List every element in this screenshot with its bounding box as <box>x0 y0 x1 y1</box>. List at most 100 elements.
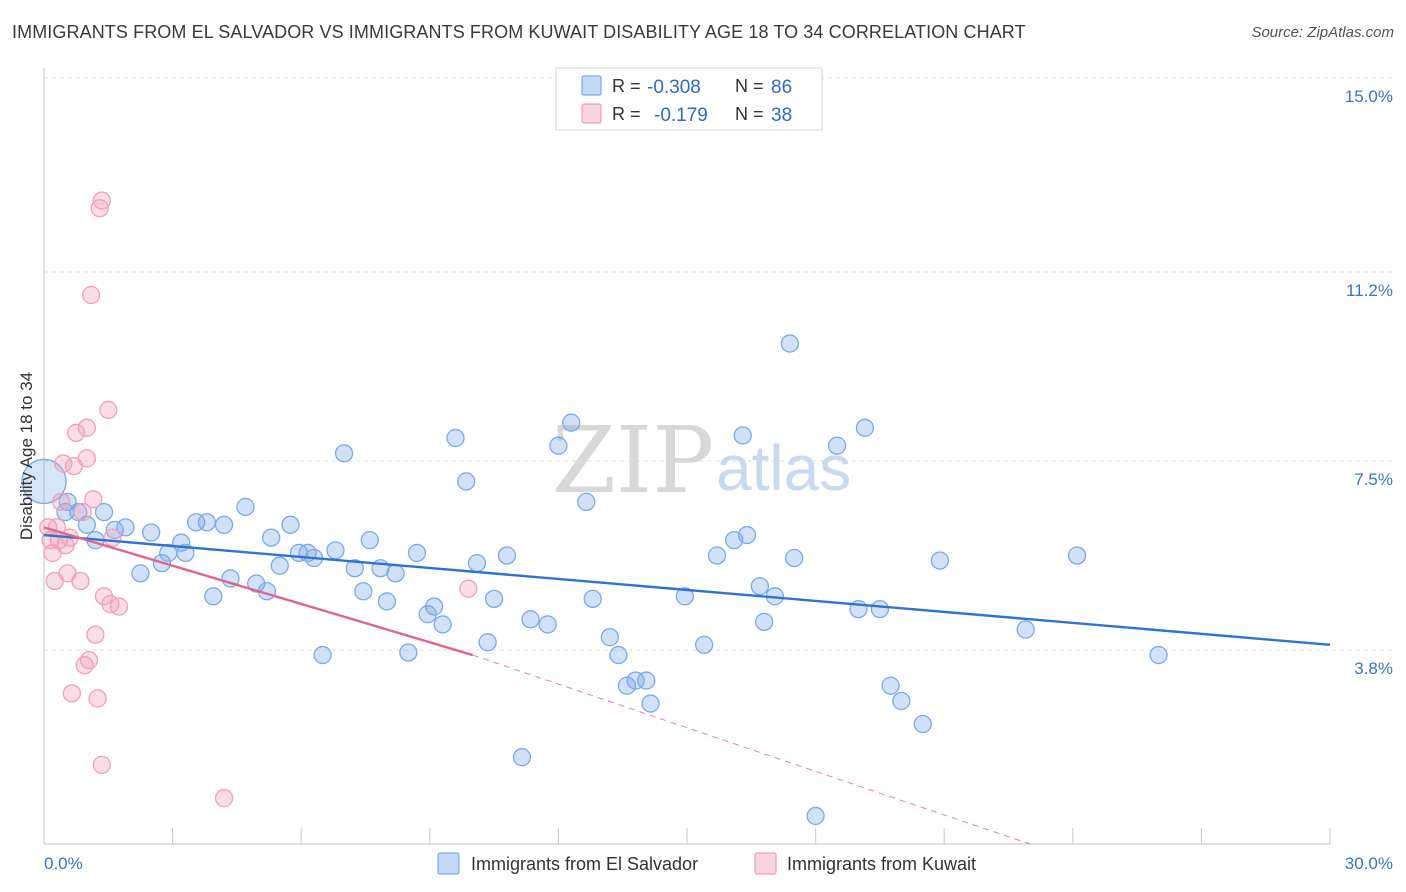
data-point-el-salvador <box>345 559 364 578</box>
x-tick-label-min: 0.0% <box>44 854 83 873</box>
data-point-el-salvador <box>626 671 645 690</box>
data-point-el-salvador <box>870 599 890 619</box>
data-point-el-salvador <box>1016 620 1035 639</box>
stats-r-value-kuwait: -0.179 <box>654 105 708 126</box>
data-point-kuwait <box>51 492 71 512</box>
data-point-el-salvador <box>407 543 427 563</box>
data-point-kuwait <box>103 528 122 547</box>
data-point-el-salvador <box>69 502 88 522</box>
data-point-el-salvador <box>1067 546 1087 565</box>
data-point-el-salvador <box>131 564 150 583</box>
data-point-kuwait <box>77 449 97 468</box>
data-point-kuwait <box>62 684 82 703</box>
stats-swatch-kuwait <box>581 103 602 124</box>
data-point-el-salvador <box>334 444 354 463</box>
data-point-el-salvador <box>424 597 444 616</box>
data-point-kuwait <box>109 597 129 616</box>
data-point-el-salvador <box>386 564 405 583</box>
data-point-el-salvador <box>270 556 289 575</box>
data-point-el-salvador <box>1149 645 1168 665</box>
data-point-el-salvador <box>204 587 223 606</box>
data-point-el-salvador <box>313 645 332 665</box>
data-point-el-salvador <box>562 413 581 432</box>
y-tick-label: 7.5% <box>1354 470 1393 489</box>
data-point-el-salvador <box>360 531 379 550</box>
data-point-kuwait <box>84 490 103 509</box>
legend-swatch-kuwait <box>754 852 777 875</box>
data-point-el-salvador <box>399 643 418 662</box>
chart-title: IMMIGRANTS FROM EL SALVADOR VS IMMIGRANT… <box>12 22 1026 42</box>
data-point-el-salvador <box>707 546 727 565</box>
trend-lines <box>43 526 1331 845</box>
data-point-el-salvador <box>600 628 619 647</box>
chart-source: Source: ZipAtlas.com <box>1251 24 1394 41</box>
data-point-el-salvador <box>236 497 255 517</box>
data-point-el-salvador <box>780 334 800 353</box>
data-point-kuwait <box>79 651 99 670</box>
data-point-el-salvador <box>737 525 757 545</box>
legend-label-kuwait: Immigrants from Kuwait <box>787 854 976 874</box>
y-axis-tick-labels: 3.8% 7.5% 11.2% 15.0% <box>1345 87 1393 678</box>
data-point-el-salvador <box>913 714 932 734</box>
data-point-el-salvador <box>538 615 557 634</box>
y-tick-label: 11.2% <box>1346 281 1393 300</box>
stats-n-value-kuwait: 38 <box>771 105 792 126</box>
series-kuwait-points <box>39 191 478 808</box>
data-point-el-salvador <box>512 748 532 767</box>
data-point-el-salvador <box>94 502 114 522</box>
data-point-kuwait <box>99 400 118 420</box>
y-tick-label: 15.0% <box>1345 87 1393 106</box>
x-axis-ticks <box>172 828 1331 844</box>
data-point-el-salvador <box>583 589 602 609</box>
y-axis-label: Disability Age 18 to 34 <box>17 372 36 540</box>
data-point-el-salvador <box>892 691 911 711</box>
data-point-kuwait <box>73 502 92 522</box>
stats-n-label-el-salvador: N = <box>735 76 764 96</box>
data-point-kuwait <box>459 579 478 598</box>
data-point-kuwait <box>82 285 101 305</box>
data-point-kuwait <box>86 625 105 644</box>
data-point-kuwait <box>92 191 112 210</box>
data-point-el-salvador <box>478 633 497 652</box>
data-point-el-salvador <box>326 541 345 560</box>
stats-r-label-el-salvador: R = <box>612 76 641 96</box>
data-point-kuwait <box>92 755 112 774</box>
data-point-el-salvador <box>21 458 67 505</box>
data-point-el-salvador <box>733 426 752 445</box>
data-point-kuwait <box>54 454 73 473</box>
data-point-el-salvador <box>497 546 517 565</box>
data-point-el-salvador <box>549 436 568 455</box>
data-point-el-salvador <box>785 548 804 568</box>
data-point-kuwait <box>88 689 107 708</box>
data-point-el-salvador <box>617 676 637 695</box>
y-tick-label: 3.8% <box>1354 659 1393 678</box>
data-point-el-salvador <box>521 610 540 629</box>
data-point-el-salvador <box>930 551 950 570</box>
data-point-el-salvador <box>855 418 875 437</box>
data-point-el-salvador <box>827 436 847 455</box>
data-point-el-salvador <box>881 676 900 695</box>
data-point-el-salvador <box>694 635 714 654</box>
data-point-el-salvador <box>637 671 656 690</box>
data-point-el-salvador <box>467 553 487 573</box>
data-point-kuwait <box>67 423 86 443</box>
data-point-el-salvador <box>609 645 628 665</box>
data-point-el-salvador <box>262 528 281 547</box>
data-point-el-salvador <box>354 582 373 601</box>
data-point-el-salvador <box>377 592 397 611</box>
legend-swatch-el-salvador <box>437 852 460 875</box>
data-point-kuwait <box>71 571 90 591</box>
data-point-el-salvador <box>187 513 206 532</box>
stats-n-value-el-salvador: 86 <box>771 77 792 98</box>
data-point-el-salvador <box>755 612 774 632</box>
data-point-el-salvador <box>750 576 770 596</box>
trend-line-kuwait-extension <box>472 654 1031 845</box>
stats-n-label-kuwait: N = <box>735 104 764 124</box>
data-point-el-salvador <box>446 428 465 448</box>
data-point-el-salvador <box>197 513 217 532</box>
data-point-el-salvador <box>484 589 504 609</box>
trend-line-el-salvador <box>43 533 1331 647</box>
data-point-el-salvador <box>577 492 596 512</box>
data-point-el-salvador <box>433 615 452 634</box>
